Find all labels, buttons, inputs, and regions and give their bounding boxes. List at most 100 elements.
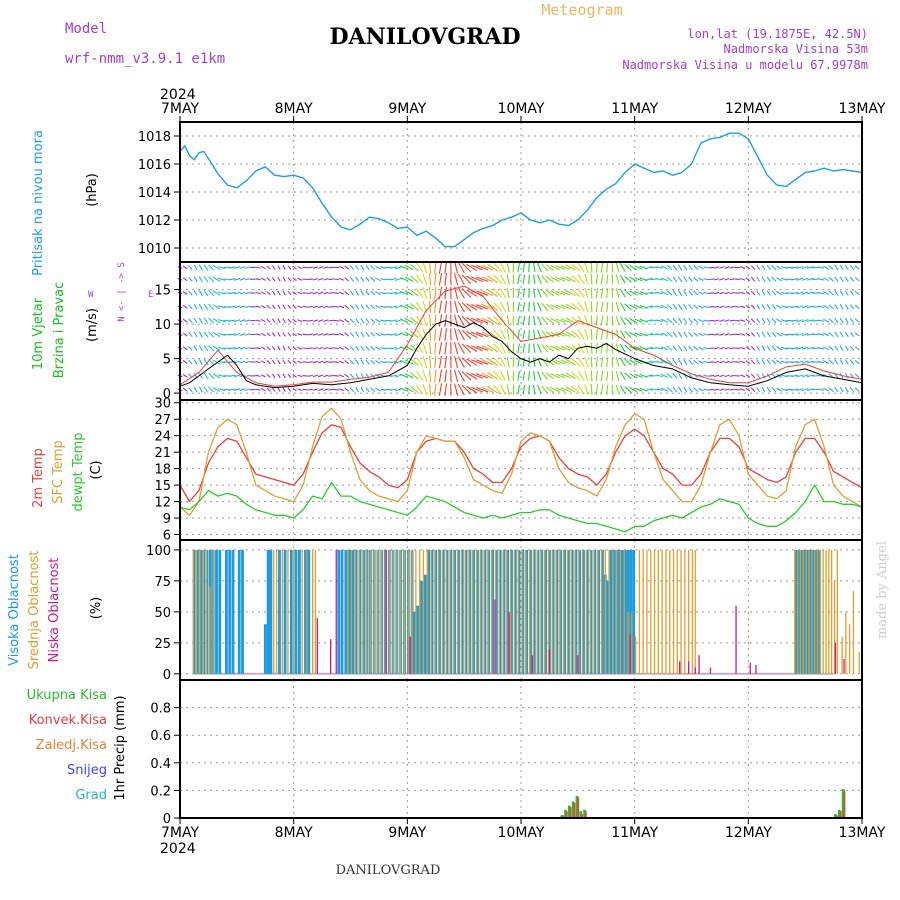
wind-barb [380, 388, 387, 391]
wind-barb [761, 317, 766, 324]
wind-barb [849, 331, 855, 337]
cloud-high-bar [423, 574, 427, 674]
wind-barb [849, 264, 855, 271]
wind-barb [600, 370, 604, 382]
cloud-low-bar [531, 655, 533, 674]
wind-barb [349, 345, 355, 351]
wind-barb [444, 342, 448, 355]
wind-barb [266, 318, 271, 323]
wind-barb [688, 317, 693, 324]
wind-barb [506, 329, 510, 340]
wind-barb [481, 386, 494, 393]
wind-barb [624, 344, 632, 352]
wind-barb [584, 287, 589, 299]
wind-barb [545, 386, 555, 394]
wind-barb [370, 290, 376, 296]
cloud-mid-bar [293, 549, 295, 674]
cloud-high-bar [532, 549, 536, 674]
wind-barb [208, 345, 215, 352]
wind-barb [828, 290, 834, 296]
wind-barb [577, 262, 585, 273]
wind-barb [239, 266, 246, 270]
wind-compass: N <- | -> S [117, 262, 127, 322]
wind-barb [260, 346, 266, 350]
wind-barb [844, 345, 849, 351]
wind-barb [634, 346, 643, 351]
wind-barb [244, 305, 251, 309]
wind-barb [360, 318, 365, 324]
wind-barb [560, 265, 571, 270]
wind-barb [287, 304, 292, 310]
wind-barb [577, 288, 585, 299]
wind-barb [750, 290, 756, 296]
cloud-mid-bar [540, 549, 542, 674]
time-label-top: 10MAY [498, 101, 545, 117]
cloud-mid-bar [449, 549, 451, 674]
cloud-high-bar [445, 549, 449, 674]
cloud-high-bar [420, 580, 423, 674]
cloud-high-bar [817, 549, 820, 674]
cloud-mid-bar [422, 549, 425, 674]
wind-barb [688, 304, 693, 310]
cloud-mid-bar [276, 549, 278, 674]
wind-barb [528, 274, 530, 284]
wind-barb [203, 331, 209, 338]
wind-barb [307, 361, 313, 363]
time-label-bottom: 12MAY [725, 825, 772, 841]
cloud-mid-bar [312, 549, 314, 674]
wind-barb [745, 360, 751, 364]
wind-barb [600, 315, 604, 326]
wind-barb [761, 276, 766, 282]
wind-barb [375, 265, 381, 270]
wind-barb [624, 275, 632, 283]
wind-barb [672, 264, 678, 271]
wind-barb [302, 319, 308, 322]
cloud-mid-bar [195, 549, 198, 674]
wind-barb [634, 373, 643, 378]
wind-barb [590, 356, 593, 368]
cloud-high-bar [218, 549, 222, 674]
wind-barb [444, 383, 448, 396]
wind-barb [476, 304, 489, 310]
wind-barb [476, 331, 489, 338]
wind-barb [444, 273, 448, 286]
model-label: Model [65, 21, 107, 37]
wind-barb [333, 266, 339, 269]
cloud-mid-bar [517, 549, 519, 674]
wind-barb [624, 263, 632, 272]
wind-barb [839, 331, 844, 338]
wind-barb [338, 346, 345, 350]
wind-barb [693, 290, 699, 296]
cloud-mid-bar [555, 549, 557, 674]
wind-barb [839, 345, 844, 351]
cloud-high-bar [434, 549, 438, 674]
y-tick-label: 27 [154, 413, 171, 428]
wind-barb [766, 304, 771, 310]
wind-barb [370, 304, 376, 310]
wind-barb [282, 387, 286, 392]
wind-barb [683, 345, 688, 352]
cloud-mid-bar [528, 549, 531, 674]
wind-barb [834, 359, 839, 365]
wind-barb [466, 344, 478, 352]
wind-barb [854, 318, 860, 323]
wind-barb [615, 262, 620, 273]
cloud-mid-bar [479, 549, 481, 674]
wind-barb [292, 304, 297, 309]
wind-barb [234, 319, 241, 323]
wind-barb [766, 359, 771, 365]
wind-barb [698, 277, 704, 281]
wind-barb [678, 345, 683, 352]
precip-total-bar [834, 813, 837, 818]
wind-barb [655, 388, 664, 391]
cloud-mid-bar [811, 549, 813, 674]
cloud-high-bar [578, 549, 582, 674]
wind-barb [375, 373, 381, 378]
wind-barb [318, 319, 324, 323]
wind-barb [328, 266, 334, 269]
wind-barb [217, 265, 226, 270]
wind-barb [713, 347, 720, 350]
wind-barb [434, 286, 437, 300]
wind-barb [282, 318, 286, 323]
wind-barb [234, 360, 241, 364]
